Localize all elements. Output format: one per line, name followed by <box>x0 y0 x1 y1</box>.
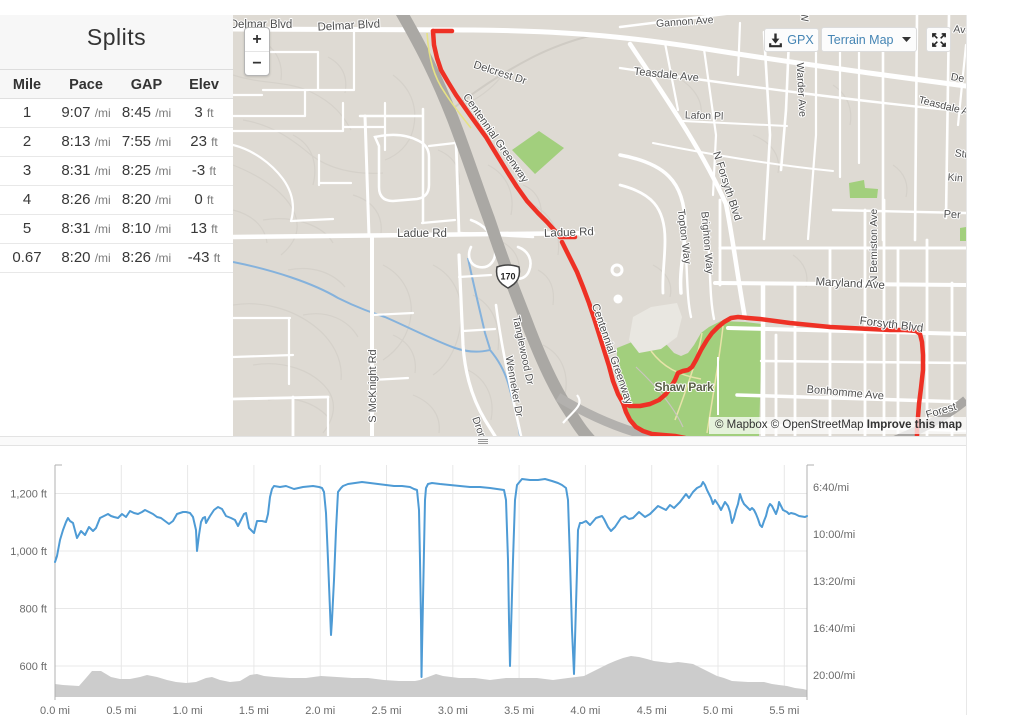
svg-text:Lafon Pl: Lafon Pl <box>685 109 724 122</box>
svg-text:N Bemiston Ave: N Bemiston Ave <box>868 209 880 284</box>
svg-text:De: De <box>950 71 965 85</box>
svg-text:Ladue Rd: Ladue Rd <box>397 228 447 240</box>
svg-text:Ave: Ave <box>953 23 966 37</box>
svg-text:Warder Ave: Warder Ave <box>794 62 809 117</box>
svg-text:1.0 mi: 1.0 mi <box>173 705 203 715</box>
svg-text:3.0 mi: 3.0 mi <box>438 705 468 715</box>
svg-text:0.5 mi: 0.5 mi <box>106 705 136 715</box>
svg-text:Delmar Blvd: Delmar Blvd <box>317 18 380 33</box>
svg-text:13:20/mi: 13:20/mi <box>813 576 855 588</box>
svg-text:Maryland Ave: Maryland Ave <box>815 276 885 292</box>
svg-text:4.0 mi: 4.0 mi <box>570 705 600 715</box>
svg-text:6:40/mi: 6:40/mi <box>813 482 849 494</box>
svg-text:1,200 ft: 1,200 ft <box>10 489 47 501</box>
svg-text:5.5 mi: 5.5 mi <box>769 705 799 715</box>
svg-text:S McKnight Rd: S McKnight Rd <box>367 349 379 422</box>
svg-text:170: 170 <box>500 272 515 282</box>
svg-text:1.5 mi: 1.5 mi <box>239 705 269 715</box>
svg-text:10:00/mi: 10:00/mi <box>813 529 855 541</box>
svg-text:4.5 mi: 4.5 mi <box>637 705 667 715</box>
svg-text:0.0 mi: 0.0 mi <box>40 705 70 715</box>
svg-text:800 ft: 800 ft <box>19 604 47 616</box>
svg-text:16:40/mi: 16:40/mi <box>813 623 855 635</box>
svg-text:1,000 ft: 1,000 ft <box>10 546 47 558</box>
svg-text:Ladue Rd: Ladue Rd <box>544 226 594 240</box>
svg-text:Str: Str <box>954 147 966 161</box>
svg-text:Per: Per <box>943 209 961 222</box>
svg-text:2.5 mi: 2.5 mi <box>372 705 402 715</box>
svg-text:5.0 mi: 5.0 mi <box>703 705 733 715</box>
svg-text:3.5 mi: 3.5 mi <box>504 705 534 715</box>
svg-text:Kin: Kin <box>947 171 963 184</box>
svg-text:20:00/mi: 20:00/mi <box>813 670 855 682</box>
svg-text:600 ft: 600 ft <box>19 661 47 673</box>
svg-text:W: W <box>798 15 811 22</box>
svg-text:2.0 mi: 2.0 mi <box>305 705 335 715</box>
svg-text:Shaw Park: Shaw Park <box>655 380 714 394</box>
